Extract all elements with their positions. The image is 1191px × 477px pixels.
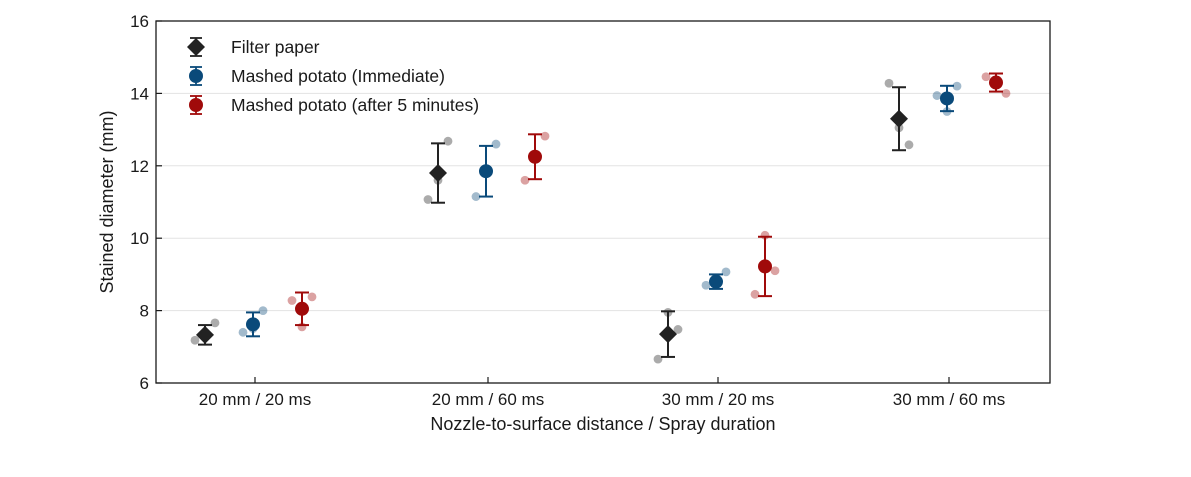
raw-point (307, 292, 317, 302)
mean-marker (295, 301, 309, 316)
x-axis-title: Nozzle-to-surface distance / Spray durat… (430, 414, 775, 434)
mean-marker (246, 317, 260, 332)
raw-point (443, 136, 453, 146)
raw-point (491, 139, 501, 149)
raw-point (423, 195, 433, 204)
mean-marker (989, 75, 1003, 90)
grid-lines (156, 92, 1050, 312)
raw-point (701, 280, 711, 290)
raw-point (520, 175, 530, 185)
raw-point (884, 78, 894, 88)
plot-frame (155, 20, 1051, 384)
y-tick-label: 16 (130, 12, 149, 31)
raw-point (673, 325, 683, 334)
y-tick-label: 10 (130, 229, 149, 248)
mean-marker (528, 149, 542, 164)
raw-point (238, 327, 248, 337)
series-group (238, 81, 962, 338)
legend-item: Mashed potato (after 5 minutes) (189, 95, 479, 115)
raw-point (981, 72, 991, 82)
raw-point (471, 192, 481, 201)
legend-marker (189, 98, 203, 112)
y-axis: 6 8 10 12 14 16 (130, 12, 162, 393)
x-tick-label: 20 mm / 20 ms (199, 390, 311, 409)
raw-point (210, 318, 220, 328)
mean-marker (659, 325, 677, 344)
raw-point (750, 289, 760, 299)
raw-point (258, 306, 268, 315)
series-group (190, 78, 914, 364)
data-marks (190, 72, 1011, 364)
raw-point (540, 131, 550, 141)
mean-marker (940, 91, 954, 106)
raw-point (721, 267, 731, 277)
y-tick-label: 12 (130, 157, 149, 176)
mean-marker (196, 325, 214, 344)
raw-point (287, 296, 297, 305)
legend-label: Mashed potato (Immediate) (231, 66, 445, 86)
mean-marker (429, 164, 447, 183)
series-group (287, 72, 1011, 332)
legend-item: Mashed potato (Immediate) (189, 66, 445, 86)
y-tick-label: 6 (140, 374, 149, 393)
y-tick-label: 14 (130, 84, 149, 103)
legend: Filter paper Mashed potato (Immediate) Mas… (187, 37, 479, 115)
raw-point (952, 81, 962, 91)
raw-point (653, 354, 663, 364)
raw-point (770, 266, 780, 276)
mean-marker (890, 109, 908, 128)
legend-marker (187, 38, 205, 56)
raw-point (904, 140, 914, 150)
raw-point (932, 91, 942, 100)
legend-item: Filter paper (187, 37, 320, 57)
mean-marker (758, 259, 772, 274)
mean-marker (709, 274, 723, 289)
legend-marker (189, 69, 203, 83)
x-tick-label: 20 mm / 60 ms (432, 390, 544, 409)
x-tick-label: 30 mm / 20 ms (662, 390, 774, 409)
mean-marker (479, 164, 493, 179)
legend-label: Filter paper (231, 37, 320, 57)
raw-point (1001, 89, 1011, 98)
y-axis-title: Stained diameter (mm) (97, 110, 117, 293)
raw-point (190, 335, 200, 345)
legend-label: Mashed potato (after 5 minutes) (231, 95, 479, 115)
y-tick-label: 8 (140, 302, 149, 321)
x-axis: 20 mm / 20 ms 20 mm / 60 ms 30 mm / 20 ms 3… (199, 377, 1005, 409)
x-tick-label: 30 mm / 60 ms (893, 390, 1005, 409)
